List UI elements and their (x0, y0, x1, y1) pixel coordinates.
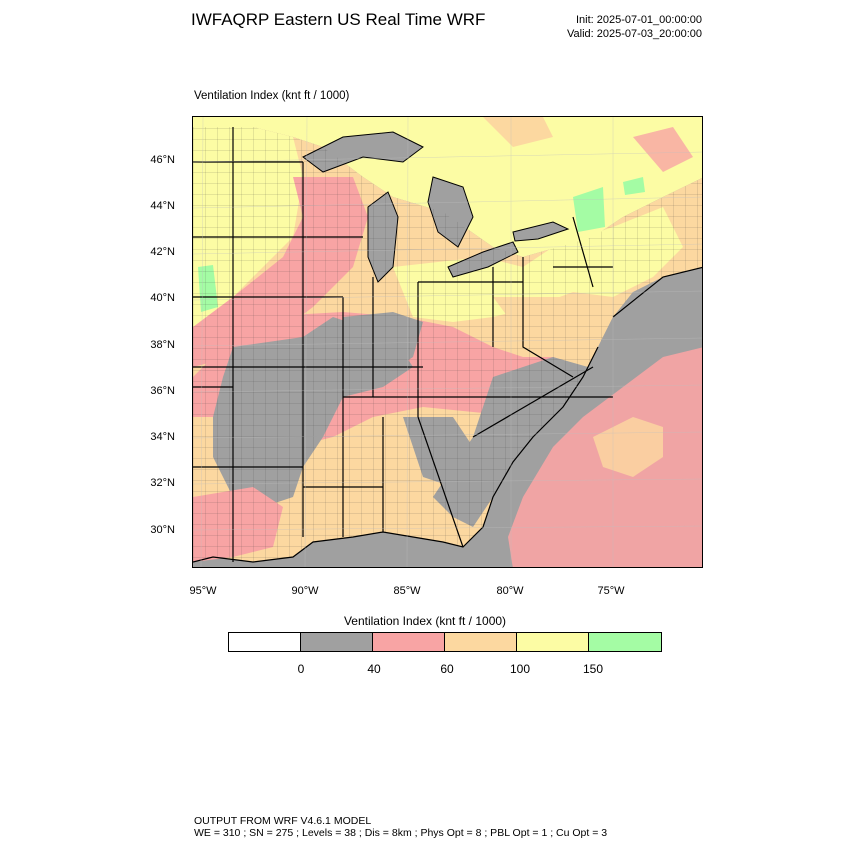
legend-swatch (229, 633, 301, 651)
color-legend (228, 632, 662, 652)
lat-label: 46°N (150, 154, 175, 166)
lake-ontario (512, 221, 570, 242)
legend-label: 150 (582, 662, 604, 676)
lat-label: 36°N (150, 385, 175, 397)
lon-label: 95°W (189, 585, 217, 597)
lat-label: 32°N (150, 477, 175, 489)
state-boundaries (193, 127, 613, 562)
map-panel (192, 116, 703, 568)
lon-label: 85°W (393, 585, 421, 597)
lat-label: 34°N (150, 431, 175, 443)
legend-label: 40 (367, 662, 381, 676)
lat-label: 38°N (150, 339, 175, 351)
lon-label: 75°W (597, 585, 625, 597)
time-info: Init: 2025-07-01_00:00:00 Valid: 2025-07… (567, 13, 702, 41)
ventilation-map (193, 117, 702, 567)
legend-label: 100 (509, 662, 531, 676)
legend-swatch (589, 633, 661, 651)
valid-time: Valid: 2025-07-03_20:00:00 (567, 28, 702, 40)
legend-swatch (373, 633, 445, 651)
legend-swatch (445, 633, 517, 651)
init-time: Init: 2025-07-01_00:00:00 (576, 14, 702, 26)
legend-title: Ventilation Index (knt ft / 1000) (343, 614, 507, 628)
field-title: Ventilation Index (knt ft / 1000) (194, 90, 350, 102)
lat-label: 44°N (150, 200, 175, 212)
lon-label: 80°W (496, 585, 524, 597)
lon-label: 90°W (291, 585, 319, 597)
legend-swatch (301, 633, 373, 651)
model-info: OUTPUT FROM WRF V4.6.1 MODEL WE = 310 ; … (194, 815, 607, 839)
legend-label: 0 (297, 662, 305, 676)
legend-swatch (517, 633, 589, 651)
chart-title: IWFAQRP Eastern US Real Time WRF (191, 10, 486, 29)
model-config: WE = 310 ; SN = 275 ; Levels = 38 ; Dis … (194, 827, 608, 839)
legend-label: 60 (440, 662, 454, 676)
lat-label: 40°N (150, 292, 175, 304)
lat-label: 30°N (150, 524, 175, 536)
model-version: OUTPUT FROM WRF V4.6.1 MODEL (194, 815, 372, 827)
lat-label: 42°N (150, 246, 175, 258)
